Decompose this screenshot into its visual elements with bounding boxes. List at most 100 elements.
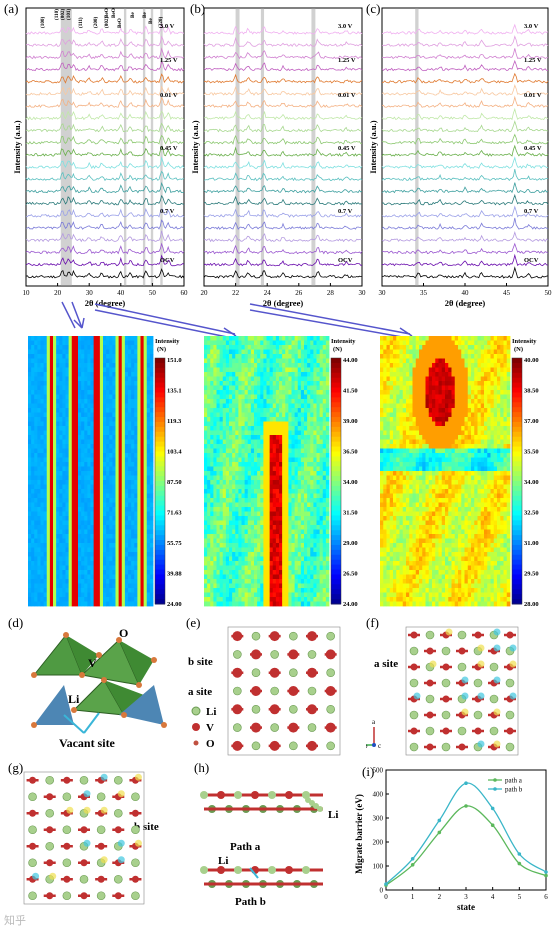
y-tick-label: 500 <box>373 767 384 775</box>
xrd-trace <box>203 100 363 108</box>
v-atom <box>232 631 243 642</box>
chain-atom <box>200 866 208 874</box>
charge-density <box>509 660 517 668</box>
li-atom <box>251 631 261 641</box>
voltage-label: 0.7 V <box>338 208 353 215</box>
li-atom <box>251 741 261 751</box>
li-atom <box>233 686 242 696</box>
xrd-trace <box>381 120 549 133</box>
li-atom <box>131 891 140 901</box>
li-atom <box>409 678 419 688</box>
colorbar-tick: 28.00 <box>524 601 539 608</box>
migration-barrier-chart: (i) 0 1 2 3 4 5 6 0 100 200 300 400 500 state Migrate … <box>354 764 548 912</box>
li-atom <box>62 891 72 901</box>
v-atom <box>410 727 418 735</box>
v-atom <box>426 743 434 751</box>
x-tick-label: 50 <box>545 289 553 297</box>
polyhedra-diagram: O V Li Vacant site <box>31 626 167 750</box>
v-atom <box>63 776 71 784</box>
li-migration-atom <box>317 806 323 812</box>
xrd-trace <box>203 233 363 243</box>
xrd-trace <box>25 134 185 145</box>
v-atom <box>131 809 139 817</box>
li-atom <box>307 723 317 732</box>
li-atom <box>473 710 483 720</box>
data-point <box>490 823 495 827</box>
v-atom <box>458 647 466 655</box>
plot-frame <box>25 7 185 287</box>
v-atom <box>288 686 299 696</box>
voltage-label: OCV <box>160 257 175 264</box>
legend-o: O <box>206 738 215 750</box>
li-atom <box>251 704 261 714</box>
v-atom <box>474 631 482 639</box>
highlight-band <box>142 8 146 286</box>
voltage-label: 0.45 V <box>160 145 178 152</box>
xrd-trace <box>381 231 549 243</box>
highlight-band <box>123 8 127 286</box>
colorbar-title: Intensity <box>331 338 356 345</box>
chain-atom <box>217 866 225 874</box>
xrd-trace <box>203 257 363 267</box>
colorbar-tick: 31.50 <box>343 510 358 517</box>
series-line <box>385 782 547 885</box>
label-a-site-f: a site <box>374 658 398 670</box>
colorbar-tick: 103.4 <box>167 449 182 456</box>
highlight-band <box>260 8 265 286</box>
x-tick-label: 5 <box>518 893 522 901</box>
li-atom <box>441 710 451 720</box>
x-tick-label: 26 <box>295 289 303 297</box>
axis-c: c <box>378 742 381 750</box>
voltage-label: OCV <box>524 257 539 264</box>
colorbar-tick: 36.50 <box>343 449 358 456</box>
watermark: 知乎 <box>4 914 26 927</box>
crystal-structure-f: a site a b c <box>364 626 519 756</box>
v-atom <box>251 722 261 733</box>
charge-density <box>493 644 501 652</box>
peak-label: (220) <box>157 16 164 28</box>
v-atom <box>458 743 466 751</box>
voltage-label: 0.01 V <box>160 92 178 99</box>
chain-atom <box>234 866 242 874</box>
x-tick-label: 1 <box>411 893 415 901</box>
y-tick-label: 100 <box>373 863 384 871</box>
x-axis-label: state <box>457 902 475 912</box>
li-atom <box>45 775 55 785</box>
panel-label-e: (e) <box>186 615 201 630</box>
xrd-trace <box>25 219 185 230</box>
peak-label: (100) <box>39 16 46 28</box>
legend-v: V <box>206 722 214 734</box>
colorbar-tick: 29.50 <box>524 571 539 578</box>
li-atom <box>505 678 515 688</box>
li-atom <box>28 891 37 901</box>
v-atom <box>80 826 88 834</box>
xrd-trace <box>25 145 185 157</box>
colorbar-tick: 151.0 <box>167 357 182 364</box>
x-tick-label: 0 <box>384 893 388 901</box>
panel-label-d: (d) <box>8 615 24 630</box>
li-atom <box>489 662 499 672</box>
chain-atom <box>302 866 310 874</box>
x-tick-label: 50 <box>149 289 157 297</box>
panel-label-i: (i) <box>362 764 374 779</box>
x-tick-label: 40 <box>462 289 470 297</box>
chain-atom <box>234 791 242 799</box>
structure-e: (e) b site a site Li V O <box>184 615 364 760</box>
li-atom <box>45 841 55 851</box>
xrd-trace <box>381 48 549 60</box>
chain-atom <box>268 791 276 799</box>
li-atom <box>457 630 467 640</box>
colorbar-unit: (N) <box>157 346 166 353</box>
colorbar-tick: 71.63 <box>167 510 182 517</box>
li-atom <box>326 668 335 678</box>
x-tick-label: 2 <box>438 893 442 901</box>
xrd-trace <box>25 181 185 194</box>
colorbar-unit: (N) <box>514 346 523 353</box>
li-atom <box>326 741 335 751</box>
xrd-trace <box>381 59 548 72</box>
v-atom <box>325 686 336 696</box>
xrd-trace <box>25 96 185 108</box>
voltage-label: 3.0 V <box>338 23 353 30</box>
xrd-trace <box>381 193 549 206</box>
li-atom <box>489 694 499 704</box>
